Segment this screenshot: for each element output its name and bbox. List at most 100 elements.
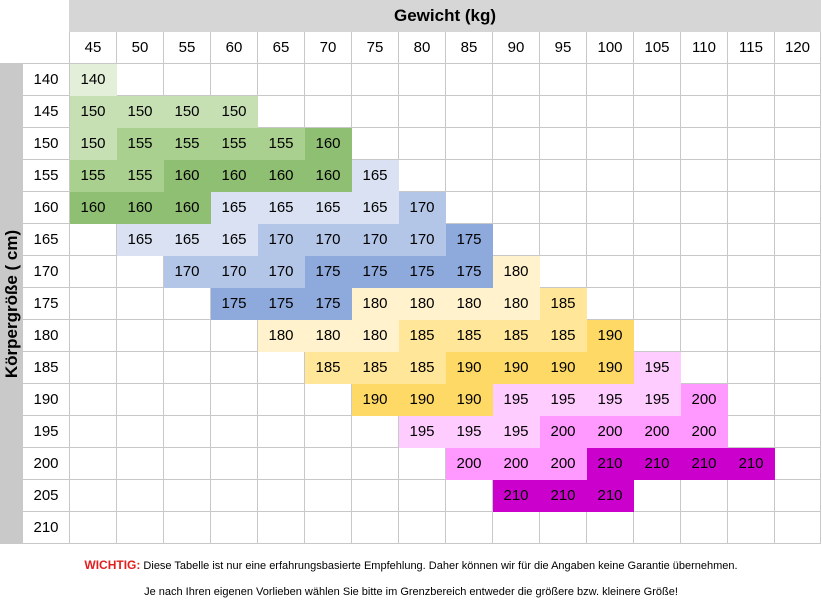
- size-cell: [539, 191, 587, 224]
- size-cell: 165: [210, 191, 258, 224]
- size-cell: 210: [633, 447, 681, 480]
- size-cell: [69, 255, 117, 288]
- size-cell: 190: [586, 351, 634, 384]
- size-cell: [774, 447, 821, 480]
- disclaimer-text: Diese Tabelle ist nur eine erfahrungsbas…: [140, 560, 738, 572]
- size-cell: [69, 479, 117, 512]
- weight-title-row: Gewicht (kg): [0, 0, 821, 32]
- size-cell: [163, 447, 211, 480]
- size-cell: 195: [492, 415, 540, 448]
- size-cell: 155: [116, 127, 164, 160]
- size-cell: [210, 351, 258, 384]
- size-cell: 180: [351, 287, 399, 320]
- size-cell: [210, 479, 258, 512]
- size-cell: [210, 63, 258, 96]
- size-cell: [398, 127, 446, 160]
- table-row: 190 190 190 190 195 195 195 195 200: [1, 383, 821, 416]
- size-cell: [116, 479, 164, 512]
- size-cell: 210: [539, 479, 587, 512]
- size-cell: [69, 351, 117, 384]
- size-cell: [586, 255, 634, 288]
- size-cell: [445, 127, 493, 160]
- size-cell: 210: [586, 447, 634, 480]
- table-row: Körpergröße ( cm) 140 140: [0, 63, 821, 544]
- size-cell: 165: [116, 223, 164, 256]
- table-row: 180 180 180 180 185 185 185 185 190: [1, 319, 821, 352]
- size-cell: 165: [304, 191, 352, 224]
- height-axis-title: Körpergröße ( cm): [1, 229, 21, 378]
- size-cell: [633, 63, 681, 96]
- size-chart-table: Gewicht (kg) 45 50 55 60 65 70 75 80 85 90 95 100 10…: [0, 0, 821, 544]
- size-cell: [304, 63, 352, 96]
- size-cell: [680, 255, 728, 288]
- size-cell: [727, 159, 775, 192]
- size-cell: [774, 255, 821, 288]
- size-cell: 155: [210, 127, 258, 160]
- size-cell: 180: [398, 287, 446, 320]
- size-cell: 150: [116, 95, 164, 128]
- size-cell: [445, 191, 493, 224]
- size-cell: 160: [257, 159, 305, 192]
- size-cell: 210: [586, 479, 634, 512]
- height-header-cell: 180: [22, 319, 70, 352]
- size-cell: [774, 159, 821, 192]
- size-cell: [116, 287, 164, 320]
- size-cell: [774, 287, 821, 320]
- size-cell: [727, 479, 775, 512]
- size-cell: [586, 223, 634, 256]
- size-cell: [680, 191, 728, 224]
- size-cell: 175: [445, 223, 493, 256]
- weight-axis-title: Gewicht (kg): [69, 0, 821, 32]
- size-cell: 185: [539, 287, 587, 320]
- size-cell: [727, 127, 775, 160]
- size-cell: 175: [445, 255, 493, 288]
- height-header-cell: 140: [22, 63, 70, 96]
- size-cell: 150: [69, 95, 117, 128]
- size-cell: [163, 383, 211, 416]
- size-cell: [586, 287, 634, 320]
- size-cell: [304, 95, 352, 128]
- size-cell: [633, 287, 681, 320]
- size-cell: [586, 511, 634, 544]
- size-cell: 210: [727, 447, 775, 480]
- height-header-cell: 210: [22, 511, 70, 544]
- size-cell: [774, 383, 821, 416]
- size-cell: [257, 383, 305, 416]
- height-header-cell: 185: [22, 351, 70, 384]
- size-cell: 160: [304, 127, 352, 160]
- size-cell: 170: [163, 255, 211, 288]
- table-row: 195 195 195 195 200 200 200 200: [1, 415, 821, 448]
- size-cell: [445, 95, 493, 128]
- size-cell: [774, 511, 821, 544]
- weight-header-cell: 100: [586, 31, 634, 64]
- size-cell: [116, 415, 164, 448]
- size-cell: 200: [539, 415, 587, 448]
- table-row: 150 150 155 155 155 155 160: [1, 127, 821, 160]
- size-cell: 155: [257, 127, 305, 160]
- size-cell: 185: [398, 351, 446, 384]
- size-cell: [633, 95, 681, 128]
- size-cell: 170: [398, 223, 446, 256]
- size-cell: [492, 511, 540, 544]
- size-cell: [680, 63, 728, 96]
- corner-blank: [0, 0, 70, 32]
- height-axis-title-cell: Körpergröße ( cm): [0, 63, 23, 544]
- size-cell: [163, 511, 211, 544]
- size-cell: [727, 287, 775, 320]
- size-cell: 175: [257, 287, 305, 320]
- size-cell: 195: [445, 415, 493, 448]
- size-cell: 200: [633, 415, 681, 448]
- size-cell: 160: [163, 159, 211, 192]
- size-cell: [257, 447, 305, 480]
- size-cell: [586, 127, 634, 160]
- size-cell: [492, 223, 540, 256]
- size-cell: 170: [351, 223, 399, 256]
- size-cell: 165: [351, 191, 399, 224]
- size-cell: 190: [398, 383, 446, 416]
- weight-header-cell: 45: [69, 31, 117, 64]
- table-row: 160 160 160 160 165 165 165 165 170: [1, 191, 821, 224]
- size-cell: [539, 95, 587, 128]
- size-cell: 185: [398, 319, 446, 352]
- size-cell: [398, 159, 446, 192]
- size-cell: [210, 447, 258, 480]
